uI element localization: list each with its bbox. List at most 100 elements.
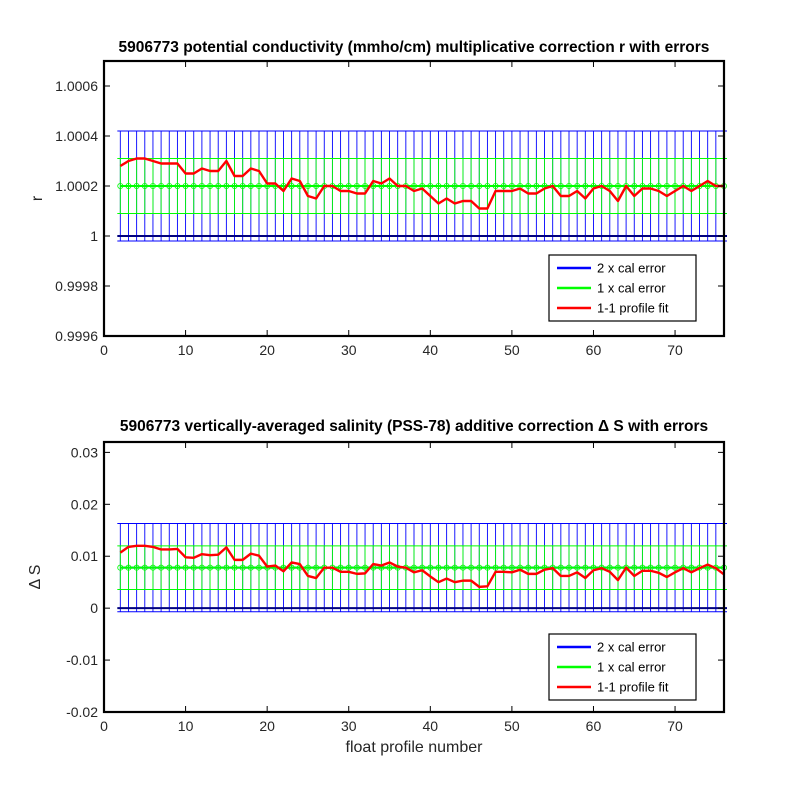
center-marker <box>655 182 662 189</box>
center-marker <box>484 182 491 189</box>
x-tick-label: 50 <box>504 718 520 734</box>
x-tick-label: 0 <box>100 342 108 358</box>
x-axis-label: float profile number <box>346 739 484 756</box>
center-marker <box>525 564 532 571</box>
center-marker <box>557 564 564 571</box>
x-tick-label: 60 <box>586 718 602 734</box>
center-marker <box>288 182 295 189</box>
center-marker <box>141 182 148 189</box>
chart-r: 0 10 20 30 40 50 60 70 0.9996 0.9998 1 1.0002 1.0004… <box>29 39 728 358</box>
y-tick-label: 0.9998 <box>55 278 98 294</box>
center-marker <box>672 182 679 189</box>
center-marker <box>508 182 515 189</box>
center-marker <box>247 564 254 571</box>
center-marker <box>125 182 132 189</box>
center-marker <box>557 182 564 189</box>
center-marker <box>223 564 230 571</box>
legend-label: 1 x cal error <box>597 660 666 675</box>
center-marker <box>255 564 262 571</box>
chart-title: 5906773 vertically-averaged salinity (PS… <box>120 418 708 435</box>
center-marker <box>141 564 148 571</box>
center-marker <box>166 182 173 189</box>
x-tick-label: 0 <box>100 718 108 734</box>
y-tick-label: 0.03 <box>71 444 98 460</box>
center-marker <box>158 182 165 189</box>
x-tick-label: 60 <box>586 342 602 358</box>
center-marker <box>149 182 156 189</box>
center-marker <box>451 564 458 571</box>
one-cal-error-bars <box>117 158 728 214</box>
profile-fit-line <box>119 157 724 210</box>
x-tick-label: 50 <box>504 342 520 358</box>
center-marker <box>459 564 466 571</box>
center-marker <box>239 182 246 189</box>
center-marker <box>623 564 630 571</box>
center-marker <box>623 182 630 189</box>
center-marker <box>492 564 499 571</box>
center-marker <box>207 182 214 189</box>
x-tick-label: 10 <box>178 718 194 734</box>
center-marker <box>190 182 197 189</box>
center-marker <box>386 182 393 189</box>
legend: 2 x cal error 1 x cal error 1-1 profile fi… <box>548 633 697 701</box>
center-marker <box>476 182 483 189</box>
center-marker <box>696 182 703 189</box>
x-tick-label: 70 <box>667 718 683 734</box>
center-marker <box>158 564 165 571</box>
center-marker <box>362 564 369 571</box>
y-tick-label: -0.01 <box>66 652 98 668</box>
center-marker <box>133 564 140 571</box>
x-tick-label: 70 <box>667 342 683 358</box>
x-tick-label: 30 <box>341 718 357 734</box>
center-marker <box>190 564 197 571</box>
center-marker <box>182 564 189 571</box>
center-marker <box>198 182 205 189</box>
center-marker <box>443 564 450 571</box>
legend-label: 1 x cal error <box>597 281 666 296</box>
center-marker <box>410 182 417 189</box>
center-marker <box>468 564 475 571</box>
y-axis-label: Δ S <box>27 565 44 590</box>
center-marker <box>337 564 344 571</box>
center-marker <box>606 564 613 571</box>
legend-label: 2 x cal error <box>597 640 666 655</box>
center-marker <box>574 182 581 189</box>
center-marker <box>215 564 222 571</box>
y-tick-label: 0.02 <box>71 496 98 512</box>
y-axis-label: r <box>29 195 46 201</box>
y-tick-label: 0.9996 <box>55 328 98 344</box>
legend: 2 x cal error 1 x cal error 1-1 profile fi… <box>548 254 697 322</box>
center-marker <box>435 182 442 189</box>
center-marker <box>410 564 417 571</box>
y-tick-label: 1 <box>90 228 98 244</box>
center-marker <box>125 564 132 571</box>
center-marker <box>353 564 360 571</box>
center-marker <box>427 564 434 571</box>
center-marker <box>149 564 156 571</box>
x-tick-label: 40 <box>423 718 439 734</box>
center-marker <box>459 182 466 189</box>
center-marker <box>353 182 360 189</box>
center-marker <box>345 564 352 571</box>
axes-box <box>102 59 726 338</box>
center-marker <box>304 182 311 189</box>
center-marker <box>313 564 320 571</box>
center-marker <box>614 564 621 571</box>
center-marker <box>182 182 189 189</box>
x-tick-label: 20 <box>259 718 275 734</box>
chart-delta-s: 0 10 20 30 40 50 60 70 -0.02 -0.01 0 0.01 0.02 0.03 59… <box>27 418 728 756</box>
center-marker <box>207 564 214 571</box>
center-marker <box>484 564 491 571</box>
center-marker <box>582 564 589 571</box>
center-marker <box>337 182 344 189</box>
center-marker <box>704 182 711 189</box>
center-marker <box>223 182 230 189</box>
center-marker <box>255 182 262 189</box>
legend-label: 1-1 profile fit <box>597 301 669 316</box>
center-marker <box>345 182 352 189</box>
center-marker <box>304 564 311 571</box>
center-marker <box>166 564 173 571</box>
center-marker <box>231 182 238 189</box>
center-marker <box>451 182 458 189</box>
